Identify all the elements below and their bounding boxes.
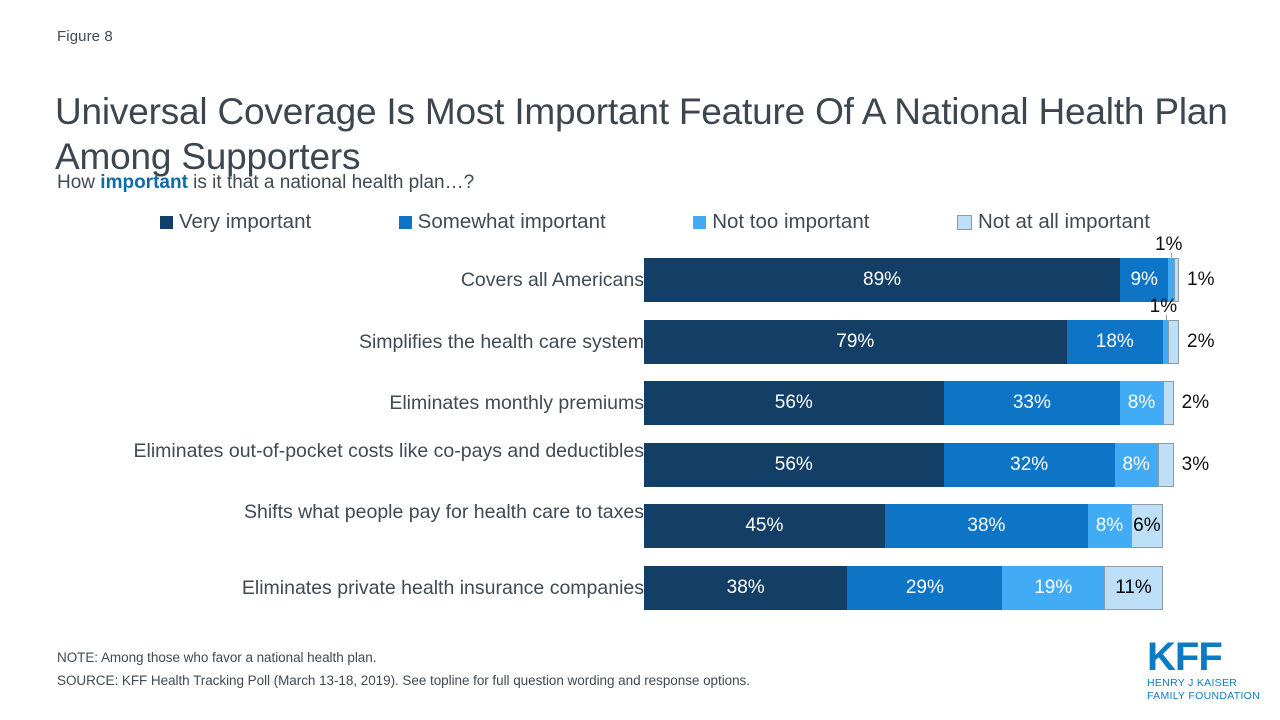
bar-segment-value: 19% [1034,576,1073,598]
chart-source: SOURCE: KFF Health Tracking Poll (March … [57,673,750,688]
kff-logo-line2: FAMILY FOUNDATION [1147,690,1261,702]
page-title: Universal Coverage Is Most Important Fea… [55,90,1228,177]
chart-subtitle: How important is it that a national heal… [57,172,474,194]
bar-segment[interactable]: 79% [644,319,1067,364]
bar-segment-value-outside: 3% [1181,453,1210,475]
bar-segment-value-outside: 1% [1187,269,1215,290]
category-label: Covers all Americans [460,269,644,291]
legend-item-label: Somewhat important [417,210,606,233]
figure-label: Figure 8 [57,28,113,45]
bar-segment[interactable]: 56% [644,442,944,487]
category-label: Simplifies the health care system [358,330,644,353]
bar-segment-value: 33% [1012,392,1051,413]
bar-segment[interactable]: 8% [1114,442,1158,487]
bar-segment[interactable]: 2% [1162,381,1174,425]
kff-logo-line1: HENRY J KAISER [1147,677,1238,689]
stacked-bar[interactable]: 79% 18% 1%2% [644,319,1179,364]
bar-segment[interactable]: 56% [644,381,944,425]
stacked-bar[interactable]: 56% 32% 8% 3% [644,442,1174,487]
stacked-bar[interactable]: 45% 38% 8% 6% [644,504,1163,548]
chart-bar-row: Eliminates monthly premiums 2% 56% 33% 8% 2% [0,372,1280,434]
bar-segment[interactable]: 8% [1088,504,1131,548]
subtitle-after: is it that a national health plan…? [187,172,475,193]
stacked-bar[interactable]: 56% 33% 8% 2% [644,381,1174,425]
bar-segment-value: 79% [836,330,875,352]
bar-segment-value: 38% [967,515,1006,536]
category-label: Eliminates private health insurance comp… [241,576,644,599]
subtitle-before: How [57,172,101,193]
bar-segment[interactable]: 18% [1066,319,1163,364]
category-label: Eliminates out-of-pocket costs like co-p… [133,439,644,462]
legend-item-1[interactable]: Somewhat important [398,210,606,234]
bar-segment[interactable]: 1% [1162,319,1169,364]
legend-swatch-icon [160,215,173,229]
bar-segment[interactable]: 6% [1130,504,1163,548]
bar-segment[interactable]: 8% [1120,381,1163,425]
stacked-bar[interactable]: 89% 9% 1%1% [644,258,1179,302]
chart-bar-row: Simplifies the health care system 1% 2% 79%… [0,296,1280,373]
bar-segment[interactable]: 19% [1002,565,1105,610]
chart-bar-row: Eliminates out-of-pocket costs like co-p… [0,434,1280,496]
bar-segment-value: 32% [1010,453,1049,475]
bar-segment[interactable]: 1% [1168,258,1174,302]
bar-segment-value: 38% [726,576,765,598]
legend-item-label: Not at all important [977,210,1150,233]
chart-note: NOTE: Among those who favor a national h… [57,650,377,665]
subtitle-emphasis: important [100,172,188,193]
bar-segment-value: 89% [863,269,902,290]
category-label: Eliminates monthly premiums [389,392,644,414]
bar-segment-value: 56% [774,392,813,413]
bar-segment-value: 8% [1095,515,1124,536]
bar-segment[interactable]: 11% [1104,565,1163,610]
bar-segment[interactable]: 89% [644,258,1121,302]
callout-leader-line [1170,253,1172,259]
bar-segment-value: 18% [1095,330,1134,352]
bar-segment-value: 9% [1130,269,1158,290]
bar-segment[interactable]: 33% [943,381,1121,425]
bar-segment[interactable]: 45% [644,504,885,548]
chart-legend: Very important Somewhat important Not too … [160,210,1150,234]
bar-segment[interactable]: 32% [943,442,1115,487]
category-label: Shifts what people pay for health care t… [244,501,644,523]
bar-segment[interactable]: 29% [847,565,1003,610]
bar-segment-value: 8% [1127,392,1156,413]
bar-segment-value: 45% [745,515,784,536]
legend-item-label: Not too important [712,210,870,233]
bar-segment-value: 56% [774,453,813,475]
bar-segment-value: 11% [1115,576,1152,598]
chart-plot-area: Covers all Americans1%1%89%9%1%1%Simplif… [0,234,1280,624]
bar-segment-value: 29% [905,576,944,598]
chart-bar-row: Shifts what people pay for health care t… [0,495,1280,557]
bar-segment[interactable]: 1% [1173,258,1179,302]
legend-swatch-icon [693,215,707,229]
bar-segment[interactable]: 38% [644,565,848,610]
bar-segment[interactable]: 2% [1168,319,1179,364]
legend-item-label: Very important [179,210,312,233]
callout-leader-line [1165,314,1167,321]
bar-segment-value-outside: 2% [1187,330,1215,352]
bar-segment[interactable]: 3% [1157,442,1174,487]
kff-logo: KFF HENRY J KAISER FAMILY FOUNDATION [1147,637,1267,703]
legend-swatch-icon [956,214,972,230]
legend-item-0[interactable]: Very important [160,210,311,234]
bar-segment-value: 8% [1122,453,1150,475]
chart-bar-row: Eliminates private health insurance comp… [0,557,1280,619]
bar-segment[interactable]: 38% [884,504,1089,548]
legend-swatch-icon [398,215,412,229]
bar-segment-value-callout: 1% [1154,234,1183,255]
stacked-bar[interactable]: 38% 29% 19% 11% [644,565,1163,610]
bar-segment-value: 6% [1133,515,1161,536]
bar-segment[interactable]: 9% [1120,258,1169,302]
legend-item-2[interactable]: Not too important [693,210,869,234]
bar-segment-value-callout: 1% [1149,295,1178,317]
kff-logo-mark: KFF [1147,635,1223,679]
bar-segment-value-outside: 2% [1181,392,1210,413]
legend-item-3[interactable]: Not at all important [956,210,1150,234]
